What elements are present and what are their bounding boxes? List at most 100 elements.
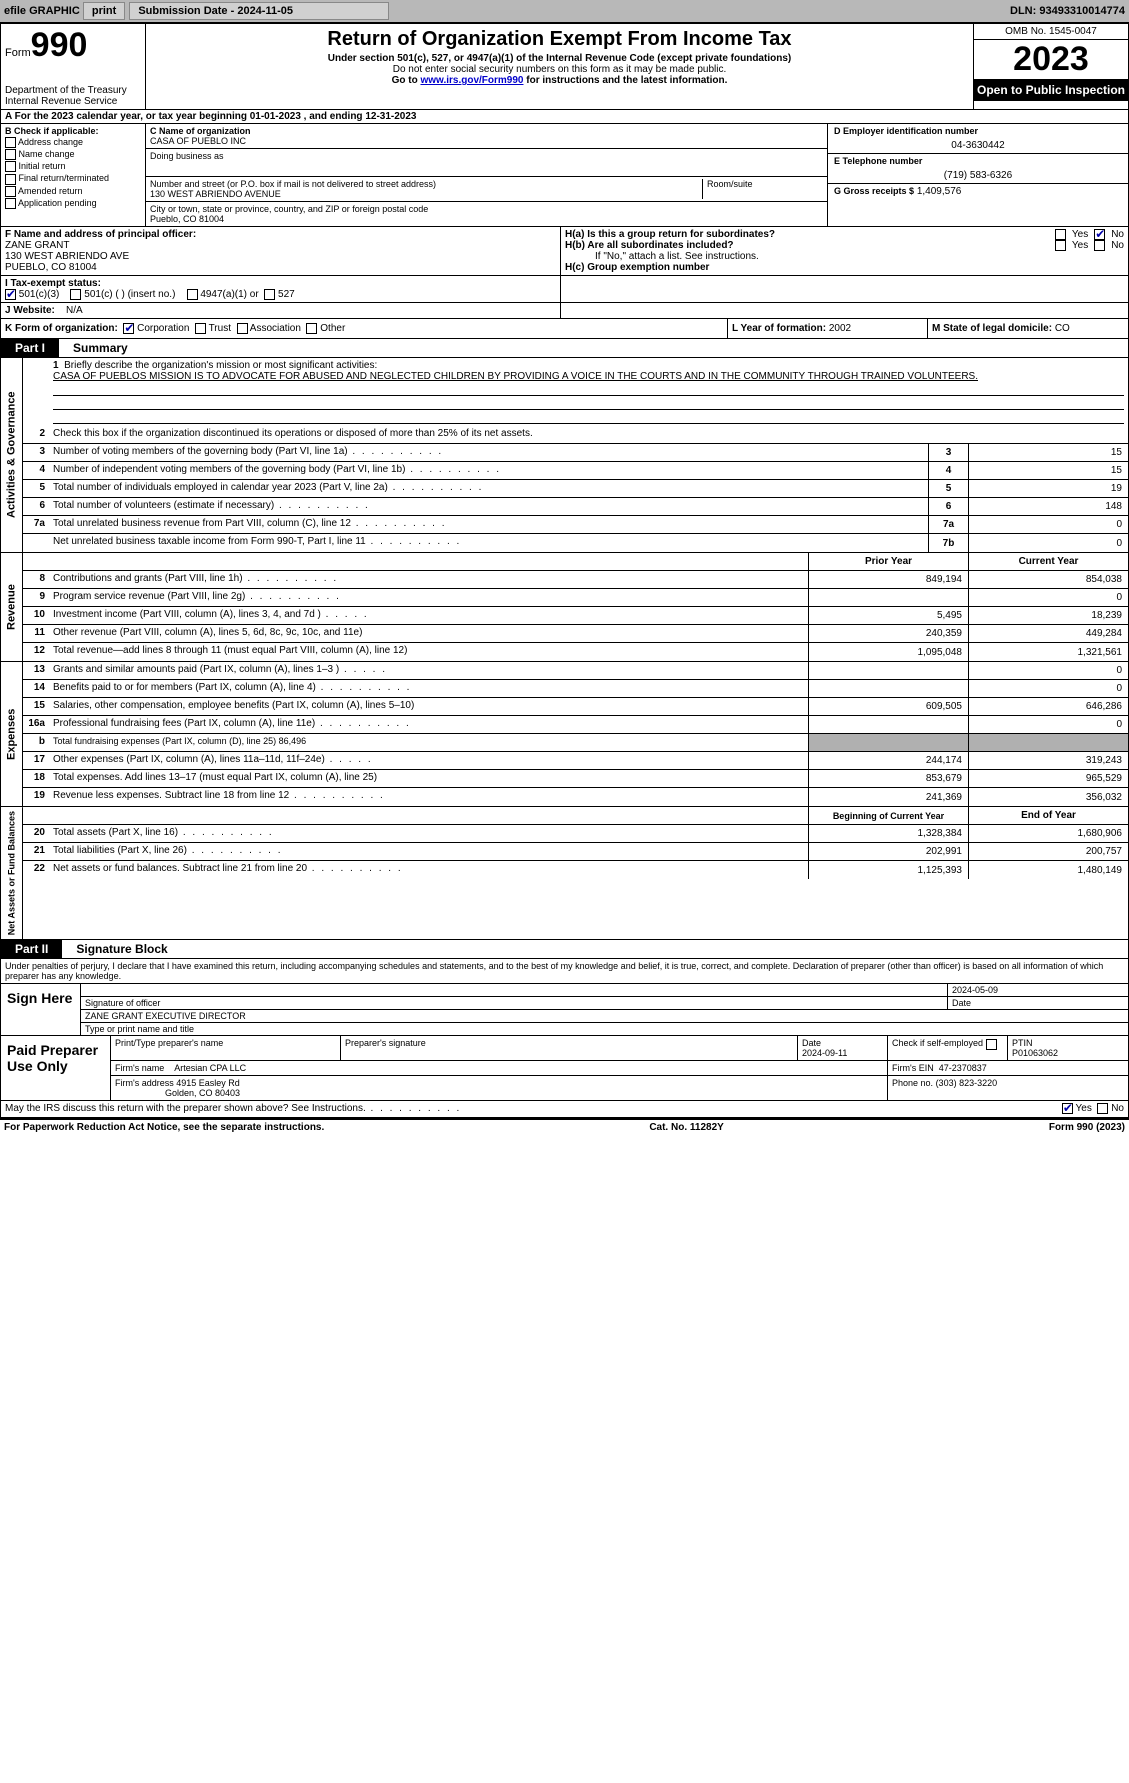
room-suite-label: Room/suite	[703, 179, 823, 199]
sign-here-block: Sign Here 2024-05-09 Signature of office…	[0, 984, 1129, 1036]
dln-label: DLN: 93493310014774	[1010, 5, 1125, 17]
l8-cy: 854,038	[968, 571, 1128, 588]
firm-name-label: Firm's name	[115, 1063, 164, 1073]
firm-addr-label: Firm's address	[115, 1078, 174, 1088]
discuss-no[interactable]	[1097, 1103, 1108, 1114]
l12-desc: Total revenue—add lines 8 through 11 (mu…	[53, 645, 407, 656]
l3-desc: Number of voting members of the governin…	[53, 446, 348, 457]
gross-value: 1,409,576	[917, 186, 962, 197]
l2-desc: Check this box if the organization disco…	[53, 428, 533, 439]
row-klm: K Form of organization: Corporation Trus…	[0, 319, 1129, 339]
ha-yes[interactable]	[1055, 229, 1066, 240]
irs-link[interactable]: www.irs.gov/Form990	[420, 75, 523, 86]
chk-initial-return[interactable]	[5, 161, 16, 172]
l11-cy: 449,284	[968, 625, 1128, 642]
l7a-val: 0	[968, 516, 1128, 533]
l17-cy: 319,243	[968, 752, 1128, 769]
chk-4947[interactable]	[187, 289, 198, 300]
footer-right: Form 990 (2023)	[1049, 1122, 1125, 1133]
l9-py	[808, 589, 968, 606]
chk-501c3[interactable]	[5, 289, 16, 300]
l14-cy: 0	[968, 680, 1128, 697]
chk-name-change[interactable]	[5, 149, 16, 160]
l11-py: 240,359	[808, 625, 968, 642]
l16a-desc: Professional fundraising fees (Part IX, …	[53, 718, 315, 729]
ptin-label: PTIN	[1012, 1038, 1033, 1048]
officer-name-label: Type or print name and title	[81, 1023, 1128, 1035]
website-value: N/A	[66, 305, 83, 316]
phone-label: E Telephone number	[834, 156, 1122, 166]
f-label: F Name and address of principal officer:	[5, 229, 556, 240]
prior-year-hdr: Prior Year	[808, 553, 968, 570]
open-to-public: Open to Public Inspection	[974, 79, 1128, 101]
chk-trust[interactable]	[195, 323, 206, 334]
main-info-grid: B Check if applicable: Address change Na…	[0, 124, 1129, 227]
tax-year: 2023	[974, 40, 1128, 79]
l19-desc: Revenue less expenses. Subtract line 18 …	[53, 790, 289, 801]
row-j: J Website: N/A	[0, 303, 1129, 319]
domicile-state: CO	[1055, 323, 1070, 334]
discuss-yes[interactable]	[1062, 1103, 1073, 1114]
j-label: J Website:	[5, 305, 55, 316]
l12-cy: 1,321,561	[968, 643, 1128, 661]
chk-self-employed[interactable]	[986, 1039, 997, 1050]
org-name: CASA OF PUEBLO INC	[150, 136, 823, 146]
l10-cy: 18,239	[968, 607, 1128, 624]
opt-501c: 501(c) ( ) (insert no.)	[84, 289, 175, 300]
hb-yes[interactable]	[1055, 240, 1066, 251]
l8-desc: Contributions and grants (Part VIII, lin…	[53, 573, 243, 584]
firm-ein: 47-2370837	[939, 1063, 987, 1073]
l13-py	[808, 662, 968, 679]
l15-py: 609,505	[808, 698, 968, 715]
chk-address-change[interactable]	[5, 137, 16, 148]
chk-amended-return[interactable]	[5, 186, 16, 197]
l8-py: 849,194	[808, 571, 968, 588]
ein-label: D Employer identification number	[834, 126, 1122, 136]
opt-final-return: Final return/terminated	[19, 173, 110, 183]
form-title: Return of Organization Exempt From Incom…	[152, 28, 967, 51]
chk-other[interactable]	[306, 323, 317, 334]
l21-desc: Total liabilities (Part X, line 26)	[53, 845, 187, 856]
l17-desc: Other expenses (Part IX, column (A), lin…	[53, 754, 325, 765]
part1-title: Summary	[59, 339, 1128, 357]
print-button[interactable]: print	[83, 2, 125, 20]
b-label: B Check if applicable:	[5, 126, 141, 136]
tab-net-assets: Net Assets or Fund Balances	[1, 807, 23, 939]
form-number: 990	[31, 26, 88, 64]
submission-date: Submission Date - 2024-11-05	[129, 2, 389, 20]
l14-py	[808, 680, 968, 697]
hc-label: H(c) Group exemption number	[565, 262, 1124, 273]
org-address: 130 WEST ABRIENDO AVENUE	[150, 189, 698, 199]
l7a-desc: Total unrelated business revenue from Pa…	[53, 518, 351, 529]
sig-officer-label: Signature of officer	[81, 997, 948, 1009]
addr-label: Number and street (or P.O. box if mail i…	[150, 179, 698, 189]
chk-application-pending[interactable]	[5, 198, 16, 209]
chk-corporation[interactable]	[123, 323, 134, 334]
opt-trust: Trust	[209, 323, 231, 334]
opt-association: Association	[250, 323, 301, 334]
l13-desc: Grants and similar amounts paid (Part IX…	[53, 664, 339, 675]
chk-501c[interactable]	[70, 289, 81, 300]
chk-527[interactable]	[264, 289, 275, 300]
l21-beg: 202,991	[808, 843, 968, 860]
section-c: C Name of organization CASA OF PUEBLO IN…	[146, 124, 828, 226]
firm-name: Artesian CPA LLC	[174, 1063, 246, 1073]
row-f-h: F Name and address of principal officer:…	[0, 227, 1129, 276]
officer-typed-name: ZANE GRANT EXECUTIVE DIRECTOR	[81, 1010, 1128, 1022]
l10-desc: Investment income (Part VIII, column (A)…	[53, 609, 321, 620]
footer-mid: Cat. No. 11282Y	[649, 1122, 723, 1133]
l7b-val: 0	[968, 534, 1128, 552]
chk-association[interactable]	[237, 323, 248, 334]
l18-py: 853,679	[808, 770, 968, 787]
l16a-py	[808, 716, 968, 733]
signature-intro: Under penalties of perjury, I declare th…	[0, 959, 1129, 984]
org-city: Pueblo, CO 81004	[150, 214, 823, 224]
l12-py: 1,095,048	[808, 643, 968, 661]
l22-end: 1,480,149	[968, 861, 1128, 879]
chk-final-return[interactable]	[5, 174, 16, 185]
hb-no[interactable]	[1094, 240, 1105, 251]
ha-no[interactable]	[1094, 229, 1105, 240]
goto-post: for instructions and the latest informat…	[523, 75, 727, 86]
l18-cy: 965,529	[968, 770, 1128, 787]
l20-end: 1,680,906	[968, 825, 1128, 842]
